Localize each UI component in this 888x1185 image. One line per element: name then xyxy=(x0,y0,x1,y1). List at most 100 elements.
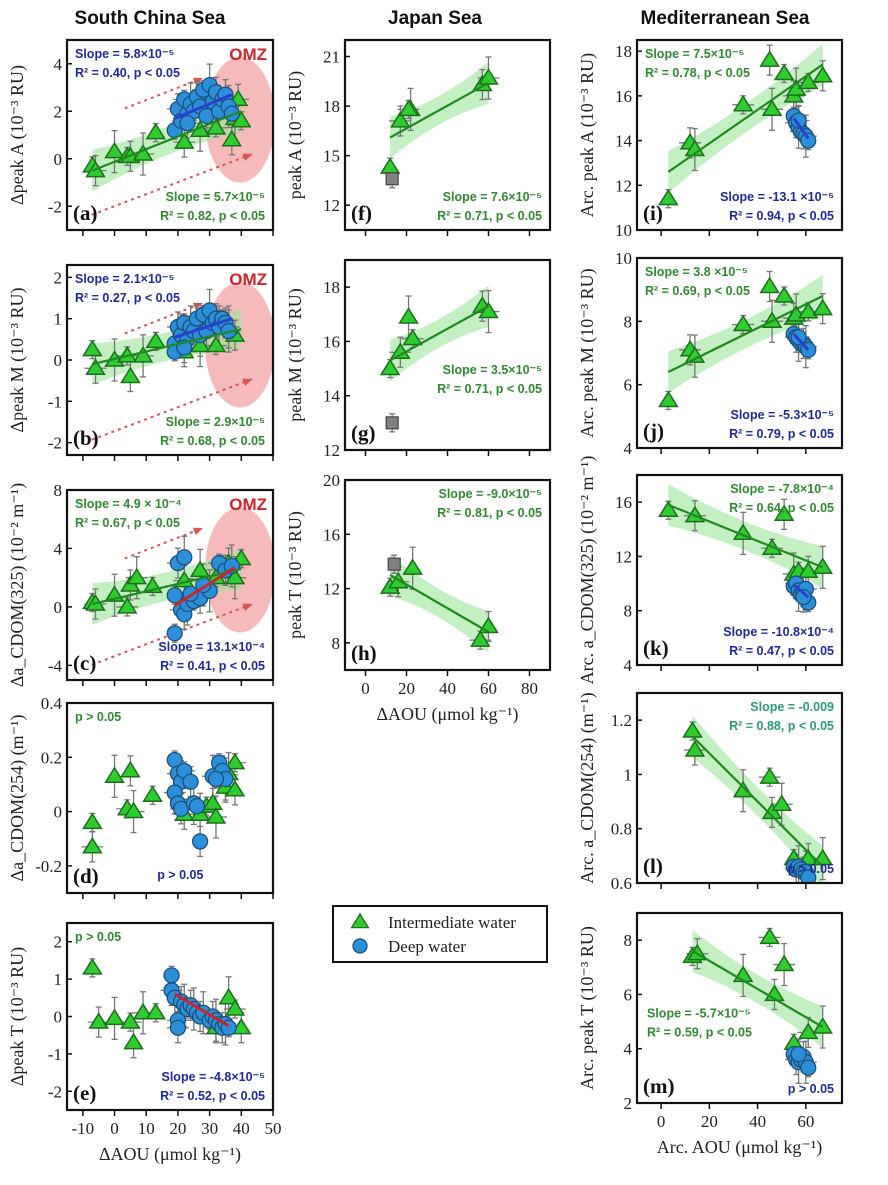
x-tick-label: 20 xyxy=(398,679,415,698)
fit-line xyxy=(389,305,490,362)
y-axis-label: Δpeak M (10⁻³ RU) xyxy=(7,288,28,433)
data-point-intermediate xyxy=(732,523,754,541)
data-point-intermediate xyxy=(759,50,780,67)
data-point-intermediate xyxy=(132,1002,154,1020)
stat-annotation: Slope = 13.1×10⁻⁴ xyxy=(158,640,265,654)
fit-line xyxy=(792,117,810,140)
data-point-intermediate xyxy=(398,99,419,117)
data-point-intermediate xyxy=(797,72,819,90)
data-point-intermediate xyxy=(142,785,163,802)
stat-annotation: R² = 0.40, p < 0.05 xyxy=(75,66,180,80)
data-point-intermediate xyxy=(398,307,419,324)
y-tick-label: -2 xyxy=(48,1082,62,1101)
data-point-intermediate xyxy=(82,339,103,357)
stat-annotation: Slope = -7.8×10⁻⁴ xyxy=(730,482,834,496)
data-point-intermediate xyxy=(145,122,167,140)
panel-d: -0.2 0 0.2 0.4 Δa_CDOM(254) (m⁻¹) (d) p > 0.05… xyxy=(7,694,275,899)
data-point-intermediate xyxy=(812,65,833,83)
data-point-intermediate xyxy=(812,298,833,316)
stat-annotation: R² = 0.59, p < 0.05 xyxy=(647,1026,752,1040)
y-tick-label: 4 xyxy=(624,439,633,458)
y-tick-label: 8 xyxy=(624,931,633,950)
y-tick-label: 0 xyxy=(54,351,63,370)
panel-label: (k) xyxy=(643,636,669,660)
fit-line xyxy=(667,295,824,373)
y-tick-label: 15 xyxy=(323,147,340,166)
data-point-deep xyxy=(800,869,817,883)
plot-area xyxy=(379,56,500,189)
fit-line xyxy=(173,566,236,607)
data-point-intermediate xyxy=(402,328,423,346)
stat-annotation: Slope = 2.9×10⁻⁵ xyxy=(166,415,265,429)
y-tick-label: 16 xyxy=(323,332,340,351)
x-tick-label: 50 xyxy=(265,1119,282,1138)
x-tick-label: 30 xyxy=(201,1119,218,1138)
x-tick-label: 40 xyxy=(749,1112,766,1131)
x-tick-label: 40 xyxy=(233,1119,250,1138)
data-point-intermediate xyxy=(116,596,138,614)
x-tick-label: 10 xyxy=(138,1119,155,1138)
plot-frame xyxy=(343,258,552,452)
y-tick-label: -4 xyxy=(48,656,63,675)
panel-label: (i) xyxy=(643,201,663,225)
y-axis-label: peak A (10⁻³ RU) xyxy=(285,71,306,199)
panel-c: -4 0 4 8 Δa_CDOM(325) (10⁻² m⁻¹) (c) OMZ Slope … xyxy=(7,481,275,687)
y-tick-label: 0.6 xyxy=(611,874,632,893)
stat-annotation: Slope = 4.9 × 10⁻⁴ xyxy=(75,497,182,511)
y-tick-label: 4 xyxy=(624,656,633,675)
stat-annotation: R² = 0.82, p < 0.05 xyxy=(160,209,265,223)
x-axis-label: ΔAOU (μmol kg⁻¹) xyxy=(99,1144,241,1165)
y-tick-label: 12 xyxy=(323,196,340,215)
legend-label: Deep water xyxy=(388,937,466,956)
y-tick-label: 6 xyxy=(624,985,633,1004)
data-point-intermediate xyxy=(761,99,783,116)
stat-annotation: Slope = -13.1 ×10⁻⁵ xyxy=(720,190,834,204)
legend: Intermediate water Deep water xyxy=(332,905,548,963)
column-title: Mediterranean Sea xyxy=(641,8,810,29)
y-tick-label: 8 xyxy=(332,634,341,653)
data-point-intermediate xyxy=(379,358,401,376)
data-point-intermediate xyxy=(123,1032,144,1050)
fit-line xyxy=(691,735,824,868)
x-tick-label: 0 xyxy=(361,679,370,698)
fit-line xyxy=(91,110,242,172)
x-tick-label: 0 xyxy=(657,1112,666,1131)
data-point-intermediate xyxy=(773,954,795,972)
y-tick-label: 2 xyxy=(54,268,63,287)
panel-f: 12 15 18 21 peak A (10⁻³ RU) (f) Slope = 7.6×1… xyxy=(285,38,552,236)
stat-annotation: Slope = 7.5×10⁻⁵ xyxy=(645,47,744,61)
stat-annotation: R² = 0.69, p < 0.05 xyxy=(645,284,750,298)
data-point-intermediate xyxy=(205,335,227,353)
fit-line xyxy=(667,503,824,569)
plot-area xyxy=(658,43,833,209)
data-point-intermediate xyxy=(771,794,792,811)
stat-annotation: Slope = -5.3×10⁻⁵ xyxy=(731,408,835,422)
panel-label: (g) xyxy=(351,421,376,445)
y-axis-label: Arc. a_CDOM(254) (m⁻¹) xyxy=(577,692,598,883)
data-point-intermediate xyxy=(224,779,246,797)
plot-area xyxy=(658,270,833,411)
stat-annotation: R² = 0.67, p < 0.05 xyxy=(75,516,180,530)
panel-label: (e) xyxy=(73,1081,96,1105)
panel-label: (j) xyxy=(643,419,664,443)
y-tick-label: 0.2 xyxy=(41,748,62,767)
data-point-intermediate xyxy=(478,301,499,319)
panel-label: (m) xyxy=(643,1074,674,1098)
data-point-deep xyxy=(790,1045,807,1063)
fit-line xyxy=(389,574,490,633)
panel-m: 2 4 6 8 0 20 40 60 Arc. peak T (10⁻³ RU) Arc. AOU… xyxy=(577,911,844,1158)
plot-area xyxy=(81,750,246,863)
fit-line xyxy=(792,583,810,599)
y-tick-label: 1 xyxy=(54,310,63,329)
data-point-deep xyxy=(179,114,196,132)
data-point-intermediate xyxy=(658,390,679,408)
y-tick-label: 2 xyxy=(54,933,63,952)
y-tick-label: 12 xyxy=(615,547,632,566)
y-tick-label: 12 xyxy=(323,441,340,460)
stat-annotation: R² = 0.52, p < 0.05 xyxy=(160,1089,265,1103)
stat-annotation: p > 0.05 xyxy=(788,1082,834,1096)
data-point-intermediate xyxy=(205,117,227,135)
data-point-intermediate xyxy=(684,346,706,363)
stat-annotation: Slope = -10.8×10⁻⁴ xyxy=(723,625,834,639)
stat-annotation: R² = 0.78, p < 0.05 xyxy=(645,66,750,80)
